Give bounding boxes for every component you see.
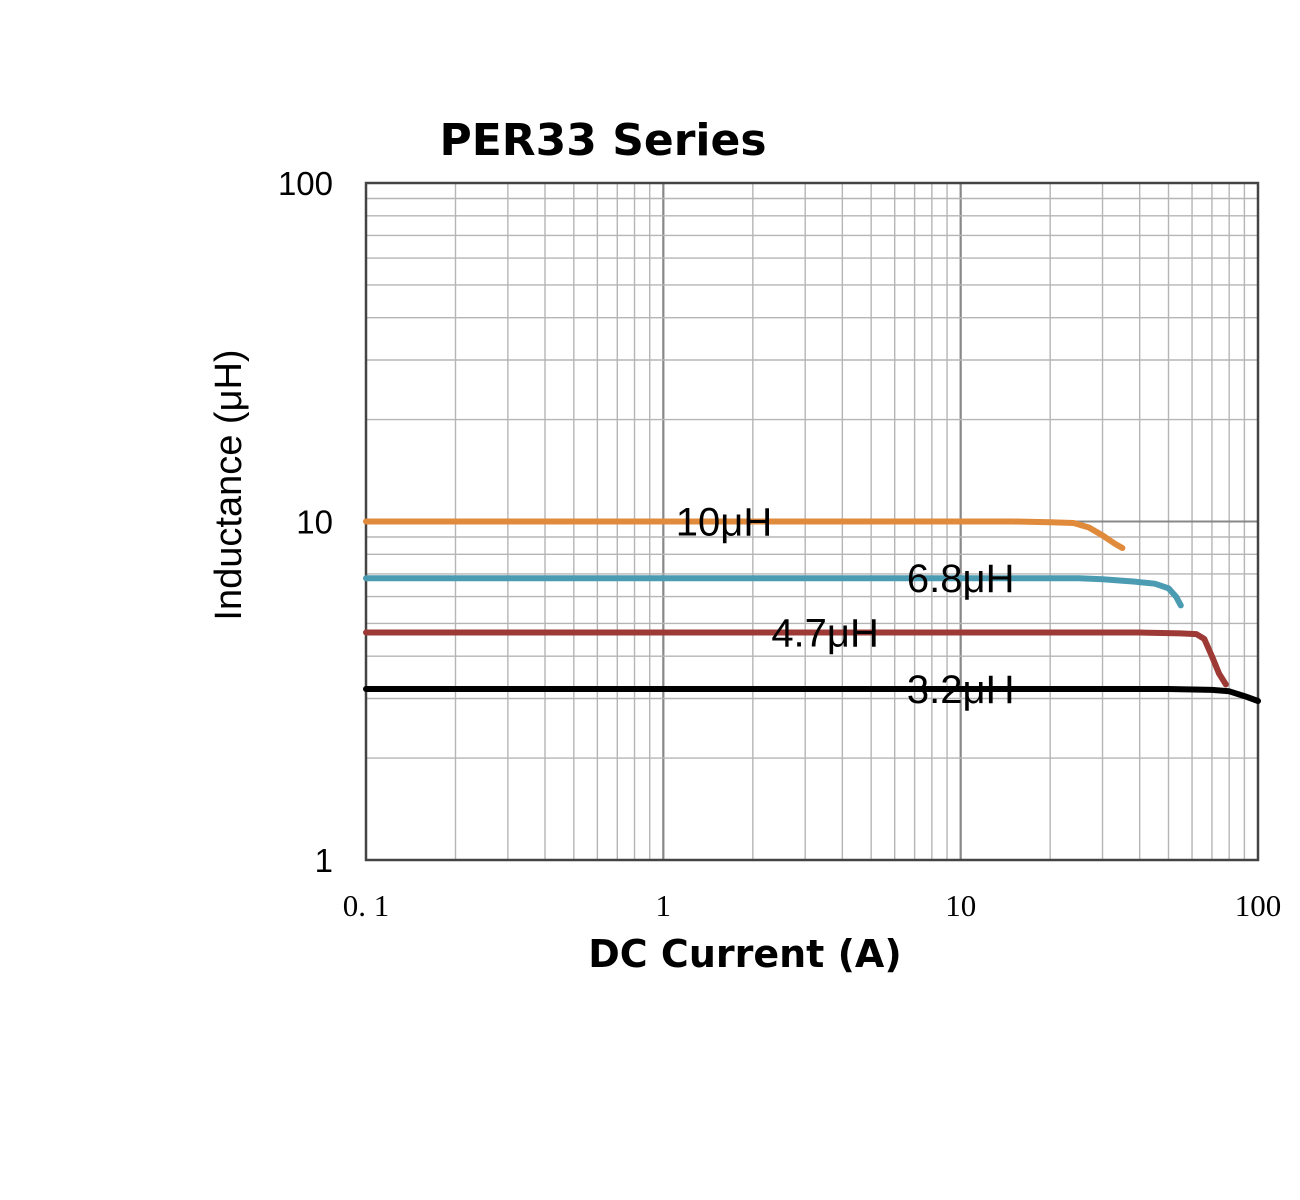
x-tick-label: 10: [945, 888, 976, 923]
x-tick-label: 1: [656, 888, 672, 923]
y-tick-label: 100: [278, 165, 333, 202]
x-axis-label: DC Current (A): [588, 932, 901, 976]
chart-title: PER33 Series: [439, 115, 766, 166]
series-line: [363, 686, 1261, 704]
series-label: 4.7μH: [771, 612, 879, 656]
series-label: 10μH: [676, 501, 772, 545]
series-label: 3.2μH: [907, 668, 1015, 712]
series-line: [363, 575, 1184, 609]
x-axis-ticks: 0. 1 1 10 100: [343, 888, 1282, 923]
x-tick-label: 0. 1: [343, 888, 390, 923]
y-axis-label: Inductance (μH): [208, 349, 250, 620]
y-axis-ticks: 1 10 100: [278, 165, 333, 879]
series-layer: [363, 518, 1261, 704]
series-line: [363, 518, 1126, 551]
x-tick-label: 100: [1235, 888, 1282, 923]
y-tick-label: 10: [296, 504, 333, 541]
series-labels: 10μH 6.8μH 4.7μH 3.2μH: [676, 501, 1015, 713]
series-line: [363, 629, 1229, 688]
y-tick-label: 1: [315, 842, 333, 879]
series-label: 6.8μH: [907, 557, 1015, 601]
